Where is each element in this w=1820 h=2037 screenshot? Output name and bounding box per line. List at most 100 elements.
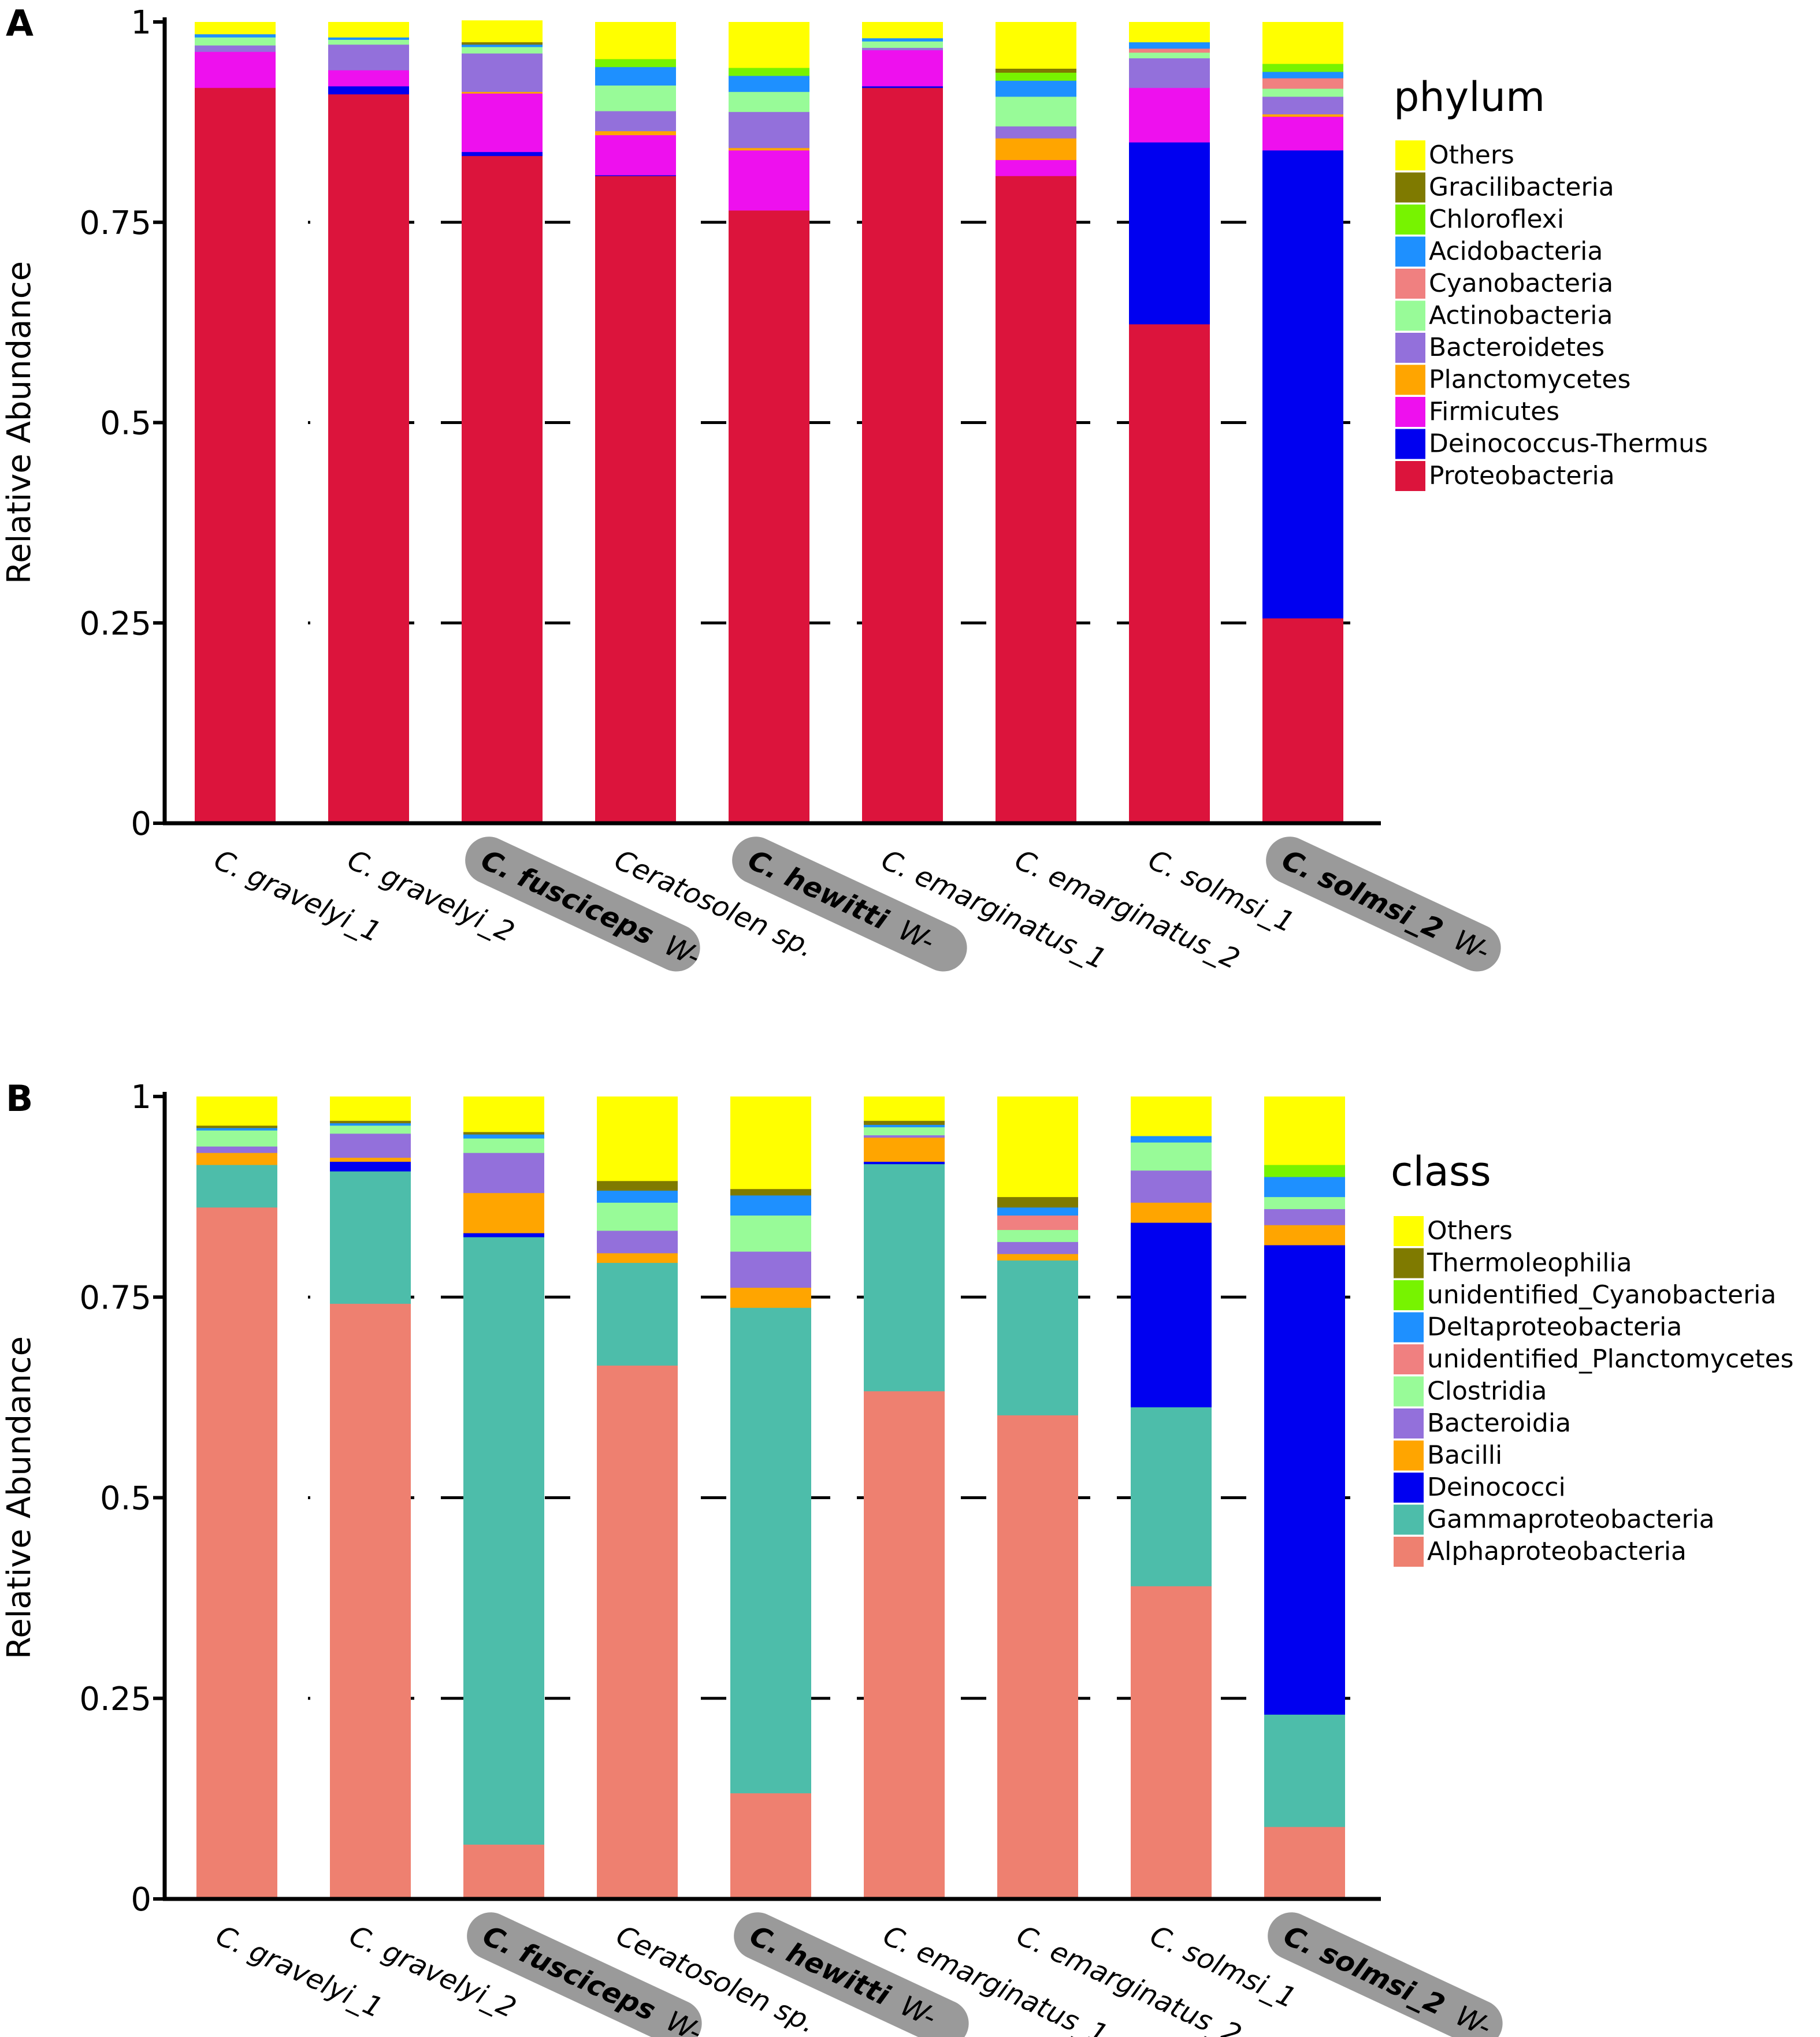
panel-a-segment-c-gravelyi-2-others [328, 22, 409, 38]
panel-b-y-tick-label: 0 [131, 1881, 151, 1919]
panel-a-y-tick-label: 0.25 [79, 605, 151, 642]
panel-a-bar-c-gravelyi-1 [195, 22, 276, 824]
panel-b-legend-item-gammaproteobacteria: Gammaproteobacteria [1394, 1504, 1715, 1535]
panel-b-segment-c-gravelyi-2-bacilli [330, 1157, 411, 1162]
panel-b-segment-c-hewitti-bacteroidia [730, 1251, 811, 1288]
panel-a-segment-ceratosolen-sp-planctomycetes [595, 131, 676, 136]
panel-b-bar-c-emarginatus-2 [997, 1096, 1078, 1900]
panel-b-segment-c-solmsi-1-bacilli [1131, 1202, 1212, 1223]
panel-a-segment-c-emarginatus-2-proteobacteria [996, 176, 1076, 824]
panel-a-bar-c-solmsi-2 [1262, 22, 1343, 824]
panel-b-legend-swatch [1394, 1344, 1424, 1374]
panel-b-bar-c-gravelyi-1 [196, 1096, 277, 1900]
panel-b-segment-c-solmsi-1-deltaproteobacteria [1131, 1136, 1212, 1143]
panel-a-legend-swatch [1395, 461, 1425, 491]
panel-b-segment-c-fusciceps-deltaproteobacteria [463, 1134, 544, 1139]
panel-a-legend-item-bacteroidetes: Bacteroidetes [1395, 333, 1604, 363]
panel-b-legend-swatch [1394, 1537, 1424, 1567]
panel-a-x-tick-label: C. solmsi_2W- [1277, 843, 1495, 968]
panel-b-letter: B [6, 1077, 33, 1120]
panel-a-y-tick-label: 0 [131, 805, 151, 843]
panel-a-segment-c-emarginatus-2-actinobacteria [996, 96, 1076, 127]
panel-b-segment-c-gravelyi-1-gammaproteobacteria [196, 1165, 277, 1208]
panel-b-segment-c-gravelyi-2-bacteroidia [330, 1133, 411, 1158]
panel-b-legend-item-thermoleophilia: Thermoleophilia [1394, 1248, 1632, 1278]
panel-a-legend-item-gracilibacteria: Gracilibacteria [1395, 172, 1614, 203]
panel-b-segment-c-hewitti-others [730, 1096, 811, 1190]
panel-b-y-tick-label: 1 [131, 1079, 151, 1116]
panel-a-segment-c-fusciceps-gracilibacteria [462, 42, 543, 45]
panel-a-bar-c-emarginatus-1 [862, 22, 943, 824]
panel-b-bar-c-hewitti [730, 1096, 811, 1900]
panel-b-segment-c-solmsi-2-others [1264, 1096, 1345, 1165]
panel-b-segment-c-fusciceps-deinococci [463, 1233, 544, 1237]
panel-a-legend-label: Actinobacteria [1429, 301, 1613, 330]
panel-b-legend-label: Gammaproteobacteria [1427, 1505, 1715, 1534]
panel-b-segment-c-hewitti-gammaproteobacteria [730, 1307, 811, 1794]
panel-a-legend-label: Firmicutes [1429, 397, 1559, 426]
panel-b-segment-c-gravelyi-1-deltaproteobacteria [196, 1128, 277, 1131]
panel-a-segment-ceratosolen-sp-acidobacteria [595, 66, 676, 86]
panel-b-y-tick-label: 0.25 [79, 1681, 151, 1718]
panel-a-legend-item-proteobacteria: Proteobacteria [1395, 461, 1615, 491]
panel-b-x-label-c-solmsi-2: C. solmsi_2W- [1268, 1912, 1503, 2037]
panel-b-segment-c-fusciceps-others [463, 1096, 544, 1132]
panel-b-segment-c-fusciceps-alphaproteobacteria [463, 1844, 544, 1900]
panel-a-legend-label: Acidobacteria [1429, 237, 1603, 266]
panel-b-x-tick-label: C. fuscicepsW- [478, 1919, 707, 2037]
panel-b-segment-c-solmsi-1-alphaproteobacteria [1131, 1586, 1212, 1900]
panel-a-legend-swatch [1395, 205, 1425, 235]
panel-a-segment-ceratosolen-sp-bacteroidetes [595, 110, 676, 132]
panel-b-segment-ceratosolen-sp-deltaproteobacteria [597, 1190, 678, 1203]
panel-a-x-label-c-hewitti: C. hewittiW- [732, 837, 967, 972]
panel-b-legend-item-deltaproteobacteria: Deltaproteobacteria [1394, 1312, 1682, 1343]
panel-b-segment-c-solmsi-2-alphaproteobacteria [1264, 1826, 1345, 1900]
panel-b-segment-c-solmsi-2-deltaproteobacteria [1264, 1176, 1345, 1198]
panel-b-legend-swatch [1394, 1473, 1424, 1503]
panel-b-segment-c-emarginatus-2-others [997, 1096, 1078, 1198]
panel-a-segment-c-gravelyi-2-firmicutes [328, 70, 409, 87]
panel-b-segment-c-emarginatus-2-bacteroidia [997, 1241, 1078, 1254]
panel-a-segment-ceratosolen-sp-deinococcus-thermus [595, 174, 676, 176]
panel-a-legend-label: Deinococcus-Thermus [1429, 429, 1708, 459]
panel-a-legend-label: Proteobacteria [1429, 461, 1615, 490]
panel-b-legend-swatch [1394, 1312, 1424, 1343]
panel-b-segment-c-solmsi-1-others [1131, 1096, 1212, 1136]
panel-b-segment-c-hewitti-alphaproteobacteria [730, 1793, 811, 1900]
panel-b-segment-c-solmsi-1-clostridia [1131, 1142, 1212, 1171]
panel-a-legend-swatch [1395, 333, 1425, 363]
panel-a-legend-swatch [1395, 236, 1425, 267]
panel-a-segment-c-fusciceps-deinococcus-thermus [462, 151, 543, 157]
panel-b-segment-c-emarginatus-2-alphaproteobacteria [997, 1415, 1078, 1900]
panel-b-segment-c-solmsi-1-bacteroidia [1131, 1170, 1212, 1203]
panel-a-segment-c-gravelyi-2-deinococcus-thermus [328, 86, 409, 95]
panel-b-bar-c-gravelyi-2 [330, 1096, 411, 1900]
panel-b-legend-swatch [1394, 1248, 1424, 1278]
panel-b-legend-item-unidentified-cyanobacteria: unidentified_Cyanobacteria [1394, 1280, 1776, 1310]
panel-a-segment-c-solmsi-1-actinobacteria [1129, 52, 1210, 58]
panel-b-segment-c-solmsi-1-gammaproteobacteria [1131, 1407, 1212, 1586]
panel-a-x-label-highlight [732, 837, 967, 972]
panel-b-segment-c-solmsi-2-unidentified-cyanobacteria [1264, 1165, 1345, 1177]
panel-a-segment-c-solmsi-1-others [1129, 22, 1210, 43]
panel-b-segment-c-gravelyi-2-alphaproteobacteria [330, 1303, 411, 1900]
panel-a-y-axis-label: Relative Abundance [1, 261, 38, 584]
panel-a-bar-c-fusciceps [462, 20, 543, 824]
panel-a-legend-item-actinobacteria: Actinobacteria [1395, 300, 1613, 331]
panel-b-x-label-highlight [1268, 1912, 1503, 2037]
panel-a-segment-c-emarginatus-2-acidobacteria [996, 80, 1076, 97]
panel-a-segment-c-gravelyi-1-acidobacteria [195, 34, 276, 38]
panel-b-segment-c-emarginatus-2-bacilli [997, 1254, 1078, 1261]
panel-b-x-tick-label: C. solmsi_2W- [1279, 1919, 1496, 2037]
panel-a-segment-c-emarginatus-1-acidobacteria [862, 38, 943, 42]
panel-b-segment-c-solmsi-2-bacteroidia [1264, 1209, 1345, 1225]
panel-a-segment-c-hewitti-others [729, 22, 809, 68]
panel-a-segment-c-solmsi-2-chloroflexi [1262, 64, 1343, 72]
panel-a-segment-c-gravelyi-1-firmicutes [195, 51, 276, 88]
panel-a-legend-item-others: Others [1395, 140, 1514, 170]
panel-a-segment-c-hewitti-acidobacteria [729, 75, 809, 92]
panel-a-legend-swatch [1395, 300, 1425, 331]
panel-b-segment-c-emarginatus-1-thermoleophilia [864, 1120, 945, 1125]
